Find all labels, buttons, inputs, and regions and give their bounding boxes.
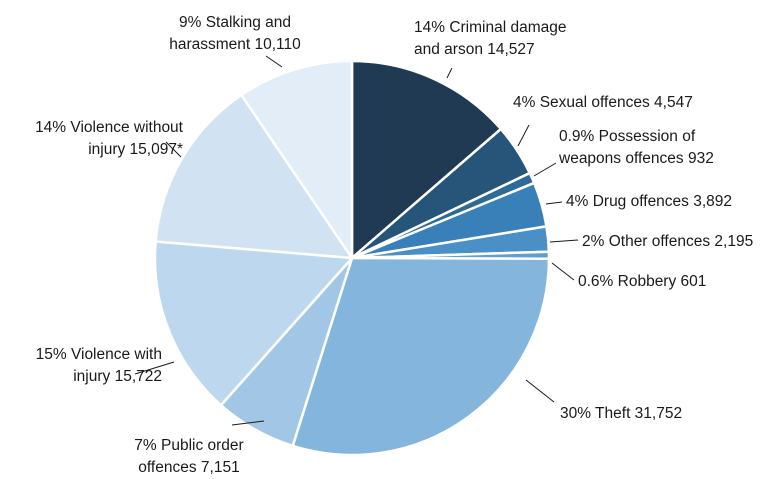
pie-slice-criminal-damage-and-arson xyxy=(350,59,503,260)
leader-line-public-order-offences xyxy=(231,420,265,426)
leader-line-other-offences xyxy=(549,239,579,243)
slice-label-line: offences 7,151 xyxy=(138,459,239,476)
slice-label-criminal-damage-and-arson: 14% Criminal damage and arson 14,527 xyxy=(414,19,567,58)
leader-line-violence-without-injury xyxy=(165,141,182,158)
leader-line-possession-of-weapons-offences xyxy=(533,162,557,177)
slice-label-drug-offences: 4% Drug offences 3,892 xyxy=(566,193,732,210)
slice-label-line: and arson 14,527 xyxy=(414,41,535,58)
slice-label-stalking-and-harassment: 9% Stalking and harassment 10,110 xyxy=(169,14,301,53)
slice-label-line: 4% Drug offences 3,892 xyxy=(566,193,732,210)
slice-labels: 14% Criminal damage and arson 14,527 4% Se… xyxy=(35,14,753,476)
pie-slice-stalking-and-harassment xyxy=(240,59,354,260)
slice-label-line: 14% Violence without xyxy=(35,119,184,136)
pie-slices xyxy=(153,59,551,457)
slice-label-line: 9% Stalking and xyxy=(179,14,291,31)
slice-label-violence-without-injury: 14% Violence without injury 15,097* xyxy=(35,119,184,158)
slice-label-line: weapons offences 932 xyxy=(558,150,714,167)
slice-label-line: 14% Criminal damage xyxy=(414,19,567,36)
leader-line-criminal-damage-and-arson xyxy=(446,67,453,79)
slice-label-possession-of-weapons-offences: 0.9% Possession of weapons offences 932 xyxy=(558,128,714,167)
slice-label-line: 30% Theft 31,752 xyxy=(560,405,682,422)
slice-label-line: 0.9% Possession of xyxy=(559,128,696,145)
slice-label-line: 0.6% Robbery 601 xyxy=(578,273,706,290)
slice-label-violence-with-injury: 15% Violence with injury 15,722 xyxy=(36,346,162,385)
leader-line-robbery xyxy=(551,262,575,281)
pie-slice-theft xyxy=(291,256,551,457)
leader-lines xyxy=(134,55,579,426)
pie-slice-violence-with-injury xyxy=(153,240,354,407)
slice-label-public-order-offences: 7% Public order offences 7,151 xyxy=(134,437,243,476)
slice-label-line: injury 15,097* xyxy=(88,141,183,158)
pie-slice-violence-without-injury xyxy=(154,93,354,260)
slice-label-theft: 30% Theft 31,752 xyxy=(560,405,682,422)
slice-label-robbery: 0.6% Robbery 601 xyxy=(578,273,706,290)
slice-label-line: 7% Public order xyxy=(134,437,243,454)
leader-line-theft xyxy=(525,379,555,403)
slice-label-line: 15% Violence with xyxy=(36,346,162,363)
slice-label-line: injury 15,722 xyxy=(73,368,162,385)
slice-label-line: 2% Other offences 2,195 xyxy=(582,233,753,250)
slice-label-line: harassment 10,110 xyxy=(169,36,301,53)
slice-label-other-offences: 2% Other offences 2,195 xyxy=(582,233,753,250)
leader-line-violence-with-injury xyxy=(134,361,175,375)
slice-label-line: 4% Sexual offences 4,547 xyxy=(513,94,693,111)
leader-line-sexual-offences xyxy=(517,124,530,147)
leader-line-drug-offences xyxy=(545,201,563,205)
leader-line-stalking-and-harassment xyxy=(265,55,283,68)
slice-label-sexual-offences: 4% Sexual offences 4,547 xyxy=(513,94,693,111)
